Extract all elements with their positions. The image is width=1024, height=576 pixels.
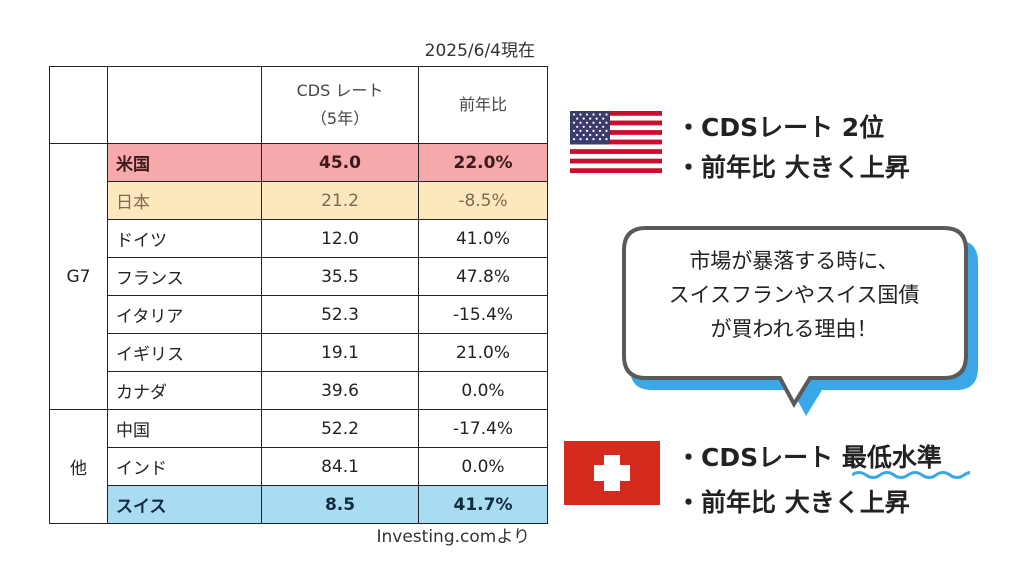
header-rate-line2: （5年） [310,109,370,128]
table-row: スイス 8.5 41.7% [50,485,548,524]
country-name: カナダ [107,371,262,410]
cds-rate-value: 19.1 [261,333,419,372]
yoy-value: 21.0% [418,333,548,372]
yoy-value: 41.0% [418,219,548,258]
bubble-line-1: 市場が暴落する時に、 [689,249,899,273]
cds-rate-value: 35.5 [261,257,419,296]
us-flag-icon [570,111,662,173]
country-name: イタリア [107,295,262,334]
yoy-value: 0.0% [418,447,548,486]
yoy-value: -8.5% [418,181,548,220]
country-name: 日本 [107,181,262,220]
cds-rate-value: 52.3 [261,295,419,334]
table-row: 他 中国 52.2 -17.4% [49,409,548,524]
group-label-other: 他 [49,409,108,524]
table-row: インド 84.1 0.0% [50,447,548,486]
swiss-note-1-emphasis: 最低水準 [841,443,942,472]
country-name: 中国 [107,409,262,448]
table-row: イギリス 19.1 21.0% [50,333,548,372]
country-name: ドイツ [107,219,262,258]
yoy-value: -15.4% [418,295,548,334]
header-empty-name [107,66,262,144]
table-row: イタリア 52.3 -15.4% [50,295,548,334]
yoy-value: 22.0% [418,143,548,182]
date-label: 2025/6/4現在 [424,41,535,61]
bubble-line-2: スイスフランやスイス国債 [668,283,920,307]
speech-bubble: 市場が暴落する時に、 スイスフランやスイス国債 が買われる理由！ [622,244,966,346]
swiss-flag-icon [564,441,660,505]
speech-bubble-shape [622,226,978,416]
us-note-2: ・前年比 大きく上昇 [676,153,910,182]
country-name: 米国 [107,143,262,182]
swiss-note-1: ・CDSレート 最低水準 [676,438,942,474]
yoy-value: 47.8% [418,257,548,296]
bubble-line-3: が買われる理由！ [710,317,878,341]
table-row: G7 米国 45.0 22.0% [49,143,548,410]
yoy-value: 41.7% [418,485,548,524]
table-row: 日本 21.2 -8.5% [50,181,548,220]
yoy-value: 0.0% [418,371,548,410]
cds-rate-value: 52.2 [261,409,419,448]
cds-rate-value: 21.2 [261,181,419,220]
header-yoy: 前年比 [418,66,548,144]
cds-rate-value: 84.1 [261,447,419,486]
source-label: Investing.comより [376,527,531,547]
table-header-row: CDS レート （5年） 前年比 [49,66,548,144]
cds-rate-value: 39.6 [261,371,419,410]
swiss-note-1-prefix: ・CDSレート [676,443,842,472]
country-name: イギリス [107,333,262,372]
country-name: フランス [107,257,262,296]
swiss-note-2: ・前年比 大きく上昇 [676,488,910,517]
cds-rate-value: 8.5 [261,485,419,524]
cds-rate-table: CDS レート （5年） 前年比 G7 米国 45.0 22.0% 日本 21.… [49,66,548,524]
yoy-value: -17.4% [418,409,548,448]
header-empty-group [49,66,108,144]
group-label-g7: G7 [49,143,108,410]
table-row: カナダ 39.6 0.0% [50,371,548,410]
us-note-1: ・CDSレート 2位 [676,113,885,142]
header-cds-rate: CDS レート （5年） [261,66,419,144]
cds-rate-value: 12.0 [261,219,419,258]
country-name: スイス [107,485,262,524]
table-row: フランス 35.5 47.8% [50,257,548,296]
country-name: インド [107,447,262,486]
header-rate-line1: CDS レート [296,81,384,100]
cds-rate-value: 45.0 [261,143,419,182]
table-row: ドイツ 12.0 41.0% [50,219,548,258]
wavy-underline [852,471,970,479]
